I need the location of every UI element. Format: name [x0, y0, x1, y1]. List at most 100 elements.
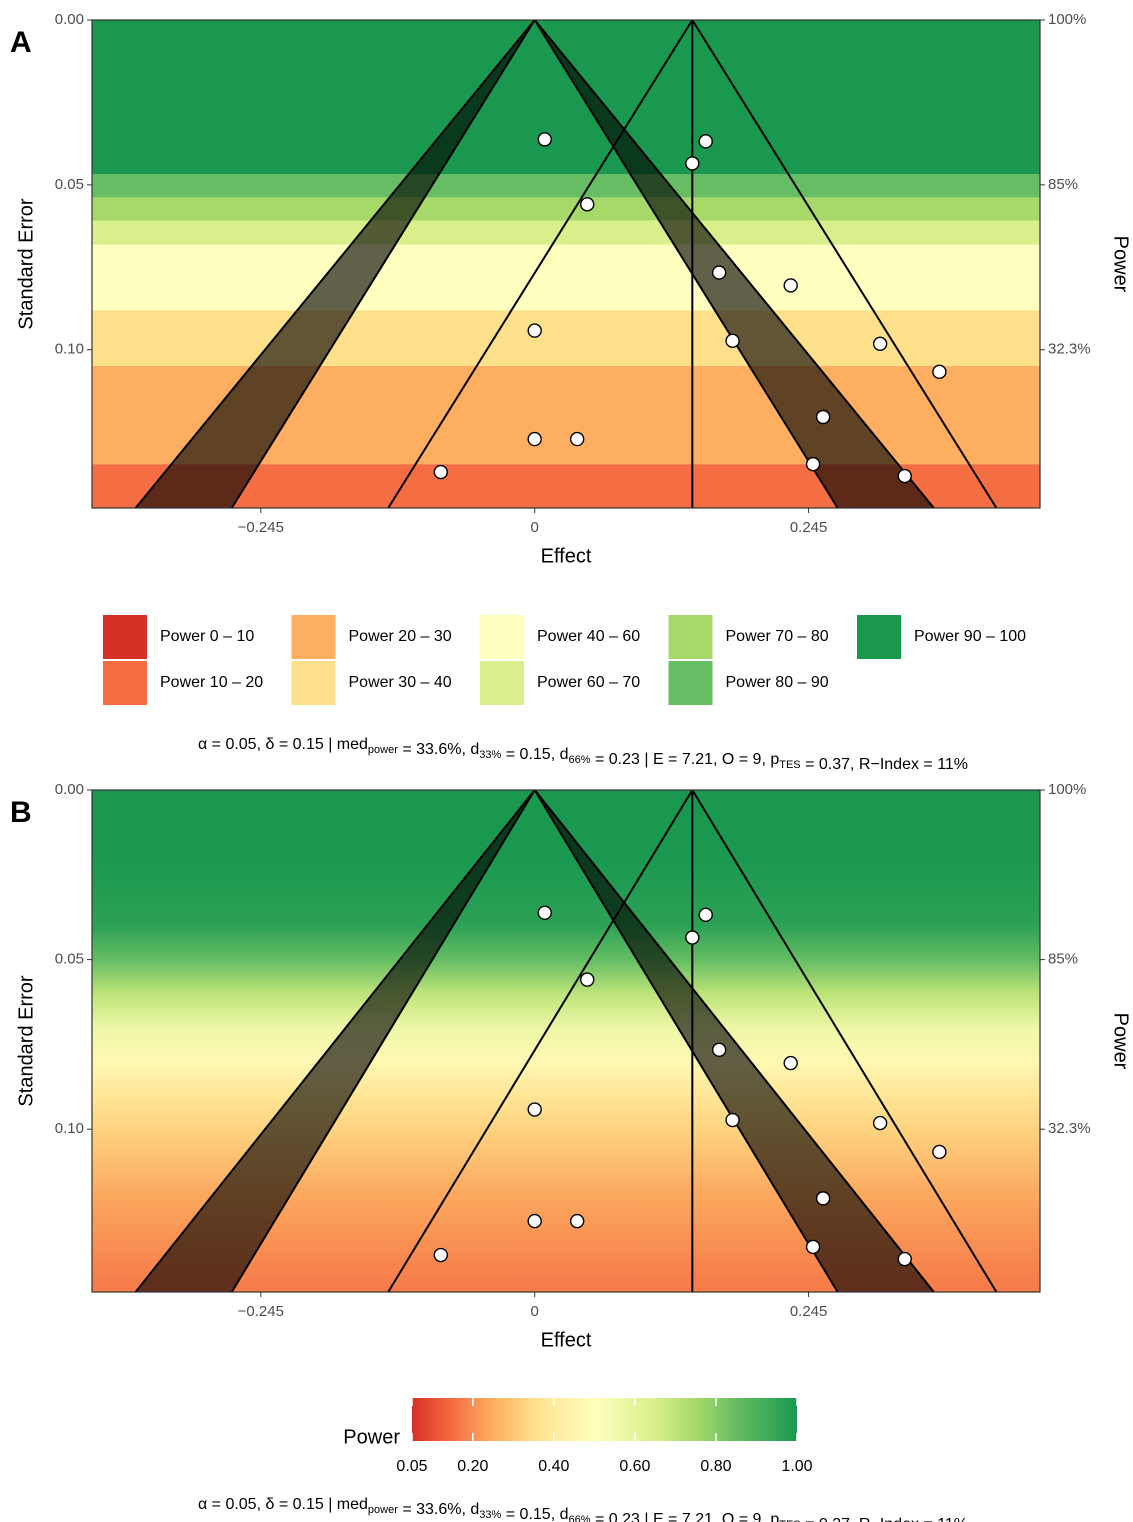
study-point: [698, 134, 713, 149]
study-point: [698, 907, 713, 923]
stats-line: α = 0.05, δ = 0.15 | medpower = 33.6%, d…: [198, 1496, 968, 1522]
study-point: [527, 323, 542, 338]
y2-axis-title: Power: [1110, 1013, 1132, 1070]
stats-line: α = 0.05, δ = 0.15 | medpower = 33.6%, d…: [198, 736, 968, 773]
stats-text: = 0.37, R−Index = 11%: [801, 1516, 968, 1522]
colorbar-label: 0.40: [538, 1458, 569, 1475]
study-point: [433, 464, 448, 480]
panel-frame: [91, 19, 1041, 509]
legend-label: Power 20 – 30: [349, 628, 452, 645]
panel-label: B: [10, 796, 32, 829]
study-point: [805, 1239, 821, 1255]
study-point: [815, 1191, 831, 1206]
x-tick-label: 0.245: [790, 519, 828, 536]
study-point: [725, 1112, 740, 1128]
legend-label: Power 10 – 20: [160, 674, 263, 691]
y-tick-label: 0.10: [55, 1120, 84, 1137]
stats-subscript: power: [368, 744, 398, 756]
legend-label: Power 90 – 100: [914, 628, 1026, 645]
study-point: [897, 1251, 912, 1267]
stats-subscript: 66%: [568, 754, 590, 766]
stats-text: = 0.23 | E = 7.21, O = 9, p: [591, 1511, 780, 1522]
funnel-line: [691, 789, 998, 1293]
study-point: [932, 1144, 947, 1160]
x-tick-label: 0.245: [790, 1303, 828, 1320]
stats-subscript: 33%: [479, 749, 501, 761]
funnel-line: [387, 789, 694, 1293]
study-point: [527, 1213, 542, 1229]
study-point: [433, 1247, 448, 1263]
legend-swatch: [668, 661, 713, 705]
study-point: [569, 431, 585, 447]
x-tick-label: 0: [531, 1303, 539, 1320]
colorbar-label: 0.20: [457, 1458, 488, 1475]
stats-text: = 33.6%, d: [398, 1501, 479, 1518]
y-axis-title: Standard Error: [15, 198, 37, 330]
study-point: [537, 905, 552, 920]
stats-subscript: 33%: [479, 1509, 501, 1521]
funnel-line: [533, 19, 839, 509]
legend-swatch: [291, 661, 336, 705]
stats-text: α = 0.05, δ = 0.15 | med: [198, 736, 368, 753]
x-tick-label: 0: [531, 519, 539, 536]
legend-label: Power 70 – 80: [726, 628, 829, 645]
y2-tick-label: 85%: [1048, 176, 1078, 193]
legend-label: Power 40 – 60: [537, 628, 640, 645]
legend-label: Power 30 – 40: [349, 674, 452, 691]
y-tick-label: 0.10: [55, 341, 84, 358]
legend-label: Power 60 – 70: [537, 674, 640, 691]
stats-subscript: power: [368, 1504, 398, 1516]
stats-subscript: TES: [779, 759, 800, 771]
legend-swatch: [668, 615, 713, 659]
colorbar: [412, 1398, 797, 1441]
funnel-line: [533, 789, 935, 1293]
stats-text: α = 0.05, δ = 0.15 | med: [198, 1496, 368, 1513]
panel-label: A: [10, 26, 32, 59]
panel-frame: [91, 789, 1041, 1293]
power-band: [92, 174, 1040, 198]
y2-tick-label: 100%: [1048, 781, 1086, 798]
study-point: [580, 972, 595, 987]
legend-swatch: [103, 661, 147, 705]
legend-swatch: [857, 615, 901, 659]
colorbar-label: 0.80: [700, 1458, 731, 1475]
legend-swatch: [480, 661, 524, 705]
y-axis-title: Standard Error: [15, 975, 37, 1107]
legend-swatch: [291, 615, 336, 659]
colorbar-label: 0.60: [619, 1458, 650, 1475]
y2-tick-label: 100%: [1048, 11, 1086, 28]
study-point: [872, 1115, 888, 1131]
x-tick-label: −0.245: [238, 519, 284, 536]
study-point: [872, 336, 888, 351]
funnel-line: [691, 19, 998, 509]
colorbar-label: 0.05: [396, 1458, 427, 1475]
funnel-line: [230, 789, 536, 1293]
study-point: [537, 132, 552, 147]
x-axis-title: Effect: [541, 1329, 592, 1351]
stats-text: = 0.37, R−Index = 11%: [801, 756, 968, 773]
legend-label: Power 0 – 10: [160, 628, 254, 645]
power-band: [92, 244, 1040, 311]
power-band: [92, 197, 1040, 221]
study-point: [685, 156, 700, 171]
funnel-line: [533, 19, 935, 509]
x-tick-label: −0.245: [238, 1303, 284, 1320]
funnel-line: [230, 19, 536, 509]
study-point: [815, 409, 831, 425]
study-point: [805, 456, 821, 472]
power-band: [92, 310, 1040, 366]
study-point: [685, 930, 700, 945]
y-tick-label: 0.05: [55, 176, 84, 193]
colorbar-label: 1.00: [781, 1458, 812, 1475]
stats-subscript: 66%: [568, 1514, 590, 1522]
funnel-line: [134, 19, 536, 509]
y2-tick-label: 85%: [1048, 951, 1078, 968]
y2-tick-label: 32.3%: [1048, 341, 1091, 358]
legend-label: Power 80 – 90: [726, 674, 829, 691]
colorbar-title: Power: [343, 1426, 400, 1448]
y-tick-label: 0.05: [55, 951, 84, 968]
power-band: [92, 20, 1040, 175]
study-point: [897, 468, 912, 484]
